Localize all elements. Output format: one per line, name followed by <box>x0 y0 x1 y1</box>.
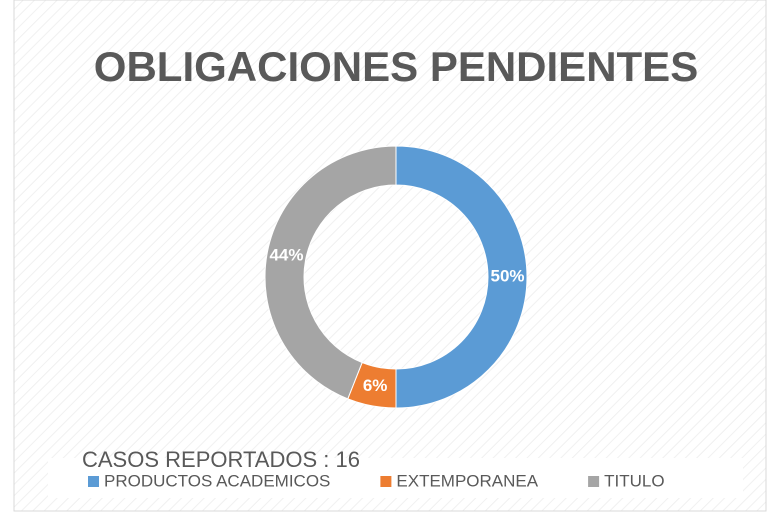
legend-label: TITULO <box>604 471 664 490</box>
donut-segment <box>395 145 528 409</box>
legend-swatch <box>588 476 600 487</box>
chart-title: OBLIGACIONES PENDIENTES <box>94 43 698 90</box>
legend-label: EXTEMPORANEA <box>396 471 538 490</box>
chart-area <box>13 0 767 512</box>
donut-segment <box>264 145 397 400</box>
legend: PRODUCTOS ACADEMICOS EXTEMPORANEA TITULO <box>88 471 665 490</box>
legend-swatch <box>88 476 99 487</box>
data-label: 50% <box>490 266 524 285</box>
legend-swatch <box>380 476 392 487</box>
legend-background <box>48 458 743 498</box>
legend-label: PRODUCTOS ACADEMICOS <box>104 471 330 490</box>
data-label: 6% <box>363 376 388 395</box>
data-label: 44% <box>269 246 303 265</box>
annotation: CASOS REPORTADOS : 16 <box>82 447 360 472</box>
